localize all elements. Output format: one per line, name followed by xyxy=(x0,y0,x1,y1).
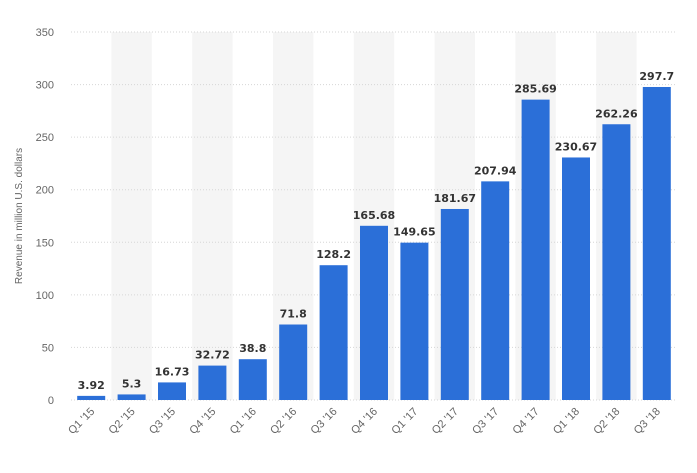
bars xyxy=(77,86,671,400)
x-axis: Q1 '15 Q2 '15 Q3 '15 Q4 '15 Q1 '16 Q2 '16 Q3 '… xyxy=(66,406,663,437)
background-band xyxy=(111,32,152,400)
y-tick-label: 50 xyxy=(42,342,54,354)
x-tick-label: Q4 '17 xyxy=(511,406,542,437)
data-label: 71.8 xyxy=(280,308,307,321)
data-label: 262.26 xyxy=(595,107,638,120)
bar xyxy=(602,124,631,400)
x-tick-label: Q3 '16 xyxy=(309,406,340,437)
bar xyxy=(198,365,227,400)
x-tick-label: Q3 '17 xyxy=(470,406,501,437)
background-band xyxy=(192,32,233,400)
data-label: 285.69 xyxy=(514,83,556,96)
y-tick-label: 0 xyxy=(48,395,54,407)
bar xyxy=(238,359,267,400)
x-tick-label: Q2 '15 xyxy=(107,406,138,437)
x-tick-label: Q1 '15 xyxy=(66,406,97,437)
bar xyxy=(158,382,186,400)
bar xyxy=(360,225,388,400)
data-label: 5.3 xyxy=(122,377,142,390)
bar xyxy=(319,265,348,400)
y-tick-label: 200 xyxy=(36,185,54,197)
x-tick-label: Q2 '18 xyxy=(591,406,622,437)
data-label: 149.65 xyxy=(393,226,435,239)
data-label: 128.2 xyxy=(316,248,351,261)
x-tick-label: Q2 '17 xyxy=(430,406,461,437)
y-tick-label: 250 xyxy=(36,132,54,144)
bar xyxy=(642,86,671,400)
data-label: 165.68 xyxy=(353,209,395,222)
data-label: 38.8 xyxy=(239,342,266,355)
bar xyxy=(117,394,146,400)
y-tick-label: 100 xyxy=(36,290,54,302)
x-tick-label: Q1 '17 xyxy=(389,406,420,437)
data-label: 16.73 xyxy=(155,365,190,378)
y-tick-label: 150 xyxy=(36,237,54,249)
x-tick-label: Q3 '15 xyxy=(147,406,178,437)
x-tick-label: Q4 '15 xyxy=(187,406,218,437)
bar xyxy=(521,99,550,400)
x-tick-label: Q2 '16 xyxy=(268,406,299,437)
x-tick-label: Q4 '16 xyxy=(349,406,380,437)
x-tick-label: Q3 '18 xyxy=(632,406,663,437)
x-tick-label: Q1 '16 xyxy=(228,406,259,437)
data-label: 230.67 xyxy=(555,140,597,153)
x-tick-label: Q1 '18 xyxy=(551,406,582,437)
bar xyxy=(77,395,106,400)
data-labels: 3.92 5.3 16.73 32.72 38.8 71.8 128.2 165.68 149.… xyxy=(78,70,675,392)
data-label: 32.72 xyxy=(195,349,230,362)
data-label: 297.7 xyxy=(639,70,674,83)
data-label: 207.94 xyxy=(474,164,517,177)
bar xyxy=(279,324,308,400)
bar xyxy=(440,208,469,400)
y-tick-label: 350 xyxy=(36,27,54,39)
data-label: 181.67 xyxy=(434,192,476,205)
data-label: 3.92 xyxy=(78,379,105,392)
y-axis: 0 50 100 150 200 250 300 350 xyxy=(36,27,54,407)
y-tick-label: 300 xyxy=(36,80,54,92)
bar xyxy=(562,157,590,400)
bar xyxy=(400,242,429,400)
bar xyxy=(481,181,510,400)
y-axis-title: Revenue in million U.S. dollars xyxy=(14,148,25,284)
